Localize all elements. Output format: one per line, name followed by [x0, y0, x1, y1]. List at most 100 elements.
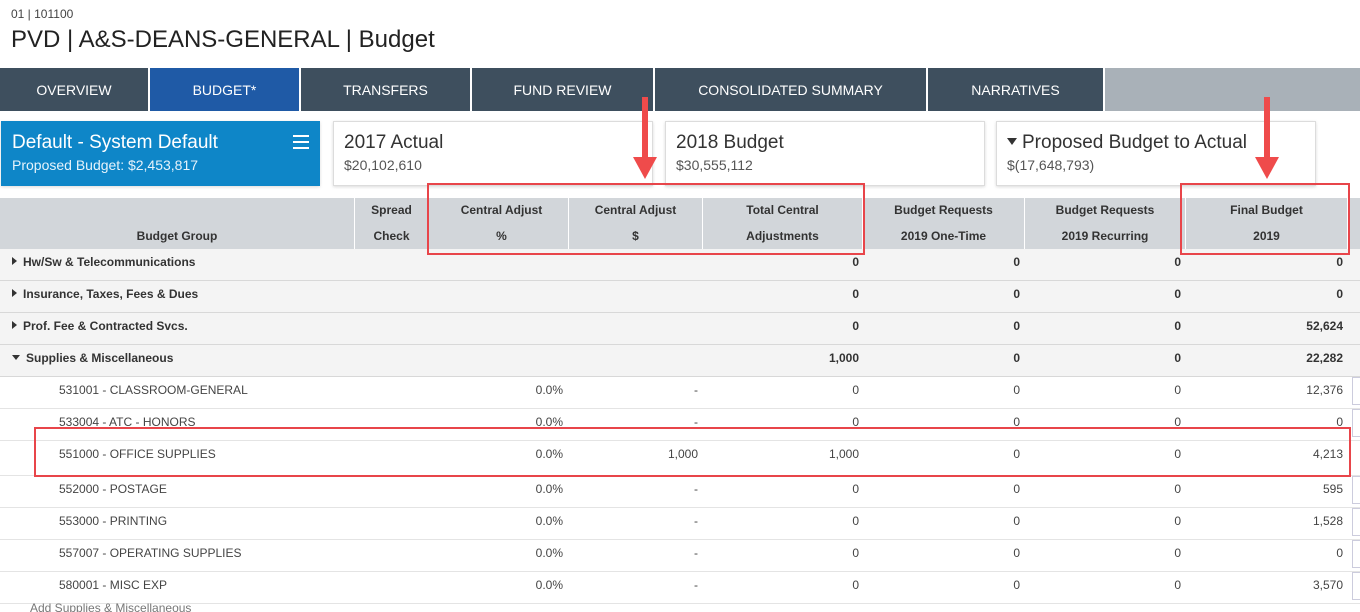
- group-name: Hw/Sw & Telecommunications: [23, 255, 196, 269]
- add-account-link[interactable]: Add Supplies & Miscellaneous: [30, 601, 192, 612]
- table-row-group[interactable]: Prof. Fee & Contracted Svcs. 0 0 0 52,62…: [0, 313, 1360, 345]
- central-adjust-dollar[interactable]: -: [694, 514, 698, 528]
- page-header: 01 | 101100 PVD | A&S-DEANS-GENERAL | Bu…: [0, 0, 1360, 68]
- one-time: 0: [1013, 415, 1020, 429]
- expand-arrow-icon[interactable]: [12, 257, 17, 265]
- row-action-handle[interactable]: [1352, 377, 1360, 405]
- budget-2018-card: 2018 Budget $30,555,112: [665, 121, 985, 186]
- recurring: 0: [1174, 415, 1181, 429]
- proposed-vs-actual-card[interactable]: Proposed Budget to Actual $(17,648,793): [996, 121, 1316, 186]
- account-name: 552000 - POSTAGE: [59, 482, 167, 496]
- account-name: 553000 - PRINTING: [59, 514, 168, 528]
- row-action-handle[interactable]: [1352, 540, 1360, 568]
- row-action-handle[interactable]: [1352, 409, 1360, 437]
- account-name: 551000 - OFFICE SUPPLIES: [59, 447, 216, 461]
- recurring: 0: [1174, 514, 1181, 528]
- col-final-budget[interactable]: Final Budget 2019: [1186, 198, 1348, 249]
- hamburger-menu-icon[interactable]: [293, 135, 309, 149]
- final-budget: 1,528: [1312, 514, 1343, 528]
- recurring: 0: [1174, 319, 1181, 333]
- final-budget: 12,376: [1306, 383, 1343, 397]
- actual-2017-card: 2017 Actual $20,102,610: [333, 121, 653, 186]
- caret-down-icon[interactable]: [1007, 138, 1017, 145]
- table-row[interactable]: 533004 - ATC - HONORS 0.0% - 0 0 0 0: [0, 409, 1360, 441]
- central-adjust-pct[interactable]: 0.0%: [535, 447, 563, 461]
- recurring: 0: [1174, 578, 1181, 592]
- total-central: 0: [852, 578, 859, 592]
- central-adjust-dollar[interactable]: -: [694, 415, 698, 429]
- scenario-card[interactable]: Default - System Default Proposed Budget…: [1, 121, 320, 186]
- final-budget: 595: [1322, 482, 1343, 496]
- central-adjust-dollar[interactable]: -: [694, 546, 698, 560]
- recurring: 0: [1174, 383, 1181, 397]
- one-time: 0: [1013, 287, 1020, 301]
- row-action-handle[interactable]: [1352, 508, 1360, 536]
- budget-2018-value: $30,555,112: [676, 157, 753, 173]
- one-time: 0: [1013, 578, 1020, 592]
- col-central-adjust-pct[interactable]: Central Adjust%: [435, 198, 569, 249]
- central-adjust-pct[interactable]: 0.0%: [535, 578, 563, 592]
- col-requests-one-time[interactable]: Budget Requests 2019 One-Time: [863, 198, 1025, 249]
- central-adjust-dollar[interactable]: -: [694, 482, 698, 496]
- table-row[interactable]: 580001 - MISC EXP 0.0% - 0 0 0 3,570: [0, 572, 1360, 604]
- tab-bar: OVERVIEW BUDGET* TRANSFERS FUND REVIEW C…: [0, 68, 1360, 111]
- table-row-group[interactable]: Insurance, Taxes, Fees & Dues 0 0 0 0: [0, 281, 1360, 313]
- central-adjust-dollar[interactable]: 1,000: [667, 447, 698, 461]
- table-row[interactable]: 553000 - PRINTING 0.0% - 0 0 0 1,528: [0, 508, 1360, 540]
- col-spread-check[interactable]: Spread Check: [355, 198, 429, 249]
- final-budget: 3,570: [1312, 578, 1343, 592]
- central-adjust-dollar[interactable]: -: [694, 578, 698, 592]
- col-total-central-adjustments[interactable]: Total Central Adjustments: [703, 198, 863, 249]
- tab-budget[interactable]: BUDGET*: [150, 68, 301, 111]
- col-budget-group[interactable]: Budget Group: [0, 198, 355, 249]
- expand-arrow-icon[interactable]: [12, 289, 17, 297]
- expand-arrow-icon[interactable]: [12, 321, 17, 329]
- central-adjust-pct[interactable]: 0.0%: [535, 482, 563, 496]
- final-budget: 0: [1336, 415, 1343, 429]
- one-time: 0: [1013, 255, 1020, 269]
- group-name: Supplies & Miscellaneous: [26, 351, 174, 365]
- recurring: 0: [1174, 287, 1181, 301]
- final-budget: 0: [1336, 546, 1343, 560]
- tab-narratives[interactable]: NARRATIVES: [928, 68, 1105, 111]
- table-row[interactable]: 531001 - CLASSROOM-GENERAL 0.0% - 0 0 0 …: [0, 377, 1360, 409]
- proposed-vs-actual-title: Proposed Budget to Actual: [1022, 132, 1247, 153]
- central-adjust-pct[interactable]: 0.0%: [535, 514, 563, 528]
- table-header: Budget Group Spread Check Central Adjust%…: [0, 198, 1360, 249]
- proposed-vs-actual-value: $(17,648,793): [1007, 157, 1095, 173]
- total-central: 0: [852, 546, 859, 560]
- central-adjust-pct[interactable]: 0.0%: [535, 383, 563, 397]
- table-row[interactable]: 557007 - OPERATING SUPPLIES 0.0% - 0 0 0…: [0, 540, 1360, 572]
- tab-consolidated-summary[interactable]: CONSOLIDATED SUMMARY: [655, 68, 928, 111]
- central-adjust-pct[interactable]: 0.0%: [535, 415, 563, 429]
- one-time: 0: [1013, 447, 1020, 461]
- one-time: 0: [1013, 514, 1020, 528]
- row-action-handle[interactable]: [1352, 476, 1360, 504]
- tab-fund-review[interactable]: FUND REVIEW: [472, 68, 655, 111]
- total-central: 0: [852, 383, 859, 397]
- col-requests-recurring[interactable]: Budget Requests 2019 Recurring: [1025, 198, 1186, 249]
- tab-transfers[interactable]: TRANSFERS: [301, 68, 472, 111]
- final-budget: 4,213: [1312, 447, 1343, 461]
- final-budget: 0: [1336, 255, 1343, 269]
- total-central: 1,000: [828, 351, 859, 365]
- table-row-group[interactable]: Supplies & Miscellaneous 1,000 0 0 22,28…: [0, 345, 1360, 377]
- scenario-proposed-budget: Proposed Budget: $2,453,817: [12, 157, 199, 173]
- table-row-group[interactable]: Hw/Sw & Telecommunications 0 0 0 0: [0, 249, 1360, 281]
- central-adjust-pct[interactable]: 0.0%: [535, 546, 563, 560]
- account-name: 580001 - MISC EXP: [59, 578, 168, 592]
- total-central: 1,000: [828, 447, 859, 461]
- one-time: 0: [1013, 351, 1020, 365]
- recurring: 0: [1174, 482, 1181, 496]
- collapse-arrow-icon[interactable]: [12, 355, 20, 360]
- row-action-handle[interactable]: [1352, 572, 1360, 600]
- page-subtitle: 01 | 101100: [11, 7, 74, 21]
- final-budget: 0: [1336, 287, 1343, 301]
- table-row[interactable]: 551000 - OFFICE SUPPLIES 0.0% 1,000 1,00…: [0, 441, 1360, 476]
- total-central: 0: [852, 319, 859, 333]
- table-row[interactable]: 552000 - POSTAGE 0.0% - 0 0 0 595: [0, 476, 1360, 508]
- tab-overview[interactable]: OVERVIEW: [0, 68, 150, 111]
- account-name: 533004 - ATC - HONORS: [59, 415, 196, 429]
- central-adjust-dollar[interactable]: -: [694, 383, 698, 397]
- col-central-adjust-dollar[interactable]: Central Adjust $: [569, 198, 703, 249]
